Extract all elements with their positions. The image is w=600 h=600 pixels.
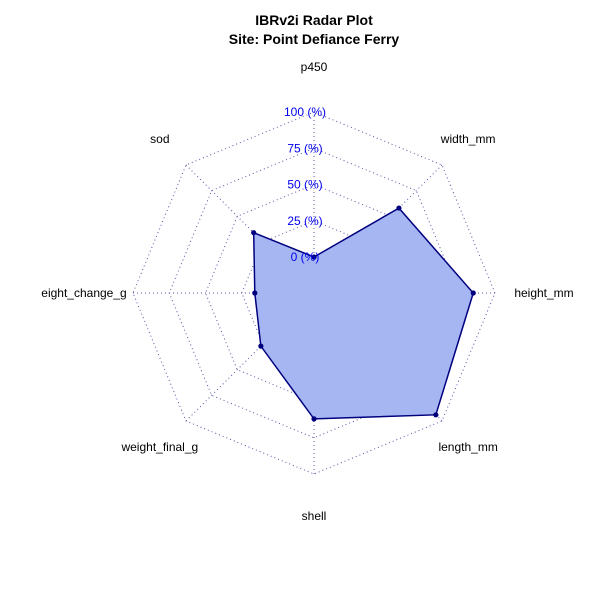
axis-label-3: length_mm [438,440,497,454]
axis-label-7: sod [150,132,169,146]
tick-label-4: 100 (%) [284,105,326,119]
data-point-sod [251,230,257,236]
chart-subtitle: Site: Point Defiance Ferry [229,31,400,47]
data-point-height_mm [470,290,476,296]
axis-label-0: p450 [301,60,328,74]
axis-label-6: eight_change_g [41,286,126,300]
tick-labels: 0 (%) 25 (%) 50 (%) 75 (%) 100 (%) [284,105,326,264]
data-point-p450 [311,254,317,260]
radar-series [251,205,476,422]
tick-label-2: 50 (%) [287,178,322,192]
tick-label-0: 0 (%) [291,250,320,264]
data-point-width_mm [396,205,402,211]
tick-label-1: 25 (%) [287,214,322,228]
axis-label-2: height_mm [514,286,573,300]
data-point-weight_final_g [258,343,264,349]
data-point-eight_change_g [252,290,258,296]
data-point-shell [311,416,317,422]
axis-label-5: weight_final_g [120,440,198,454]
grid-ring-4 [132,111,496,475]
tick-label-3: 75 (%) [287,141,322,155]
series-area-0 [252,207,475,420]
axis-label-4: shell [302,509,327,523]
data-point-length_mm [433,412,439,418]
axis-label-1: width_mm [440,132,496,146]
chart-title: IBRv2i Radar Plot [255,12,373,28]
